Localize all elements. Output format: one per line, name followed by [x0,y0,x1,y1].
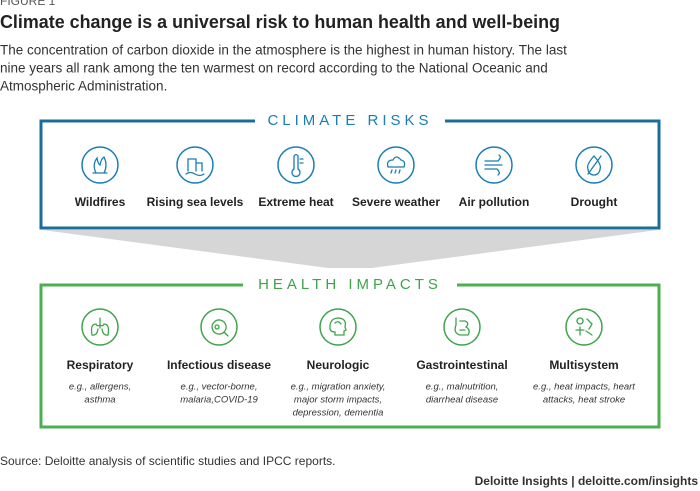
icon-glyph [291,153,304,178]
icon-glyph [586,155,602,176]
icon-glyph [484,154,503,176]
title: Climate change is a universal risk to hu… [0,11,560,32]
climate-risk-label: Wildfires [75,195,126,209]
health-impacts-heading: HEALTH IMPACTS [258,276,442,293]
health-impact-example: e.g., migration anxiety, [291,382,386,393]
health-impact-example: e.g., allergens, [69,382,131,393]
climate-risk-label: Rising sea levels [147,195,244,209]
health-impact-label: Neurologic [307,358,370,372]
funnel [42,230,658,268]
health-impact-example: e.g., vector-borne, [181,382,258,393]
health-impact-example: e.g., malnutrition, [426,382,499,393]
health-impact-label: Respiratory [67,358,134,372]
subtitle-line: nine years all rank among the ten warmes… [0,61,548,76]
climate-risk-label: Extreme heat [258,195,333,209]
source: Source: Deloitte analysis of scientific … [0,454,335,468]
health-impact-example: malaria,COVID-19 [180,395,258,406]
health-impact-example: attacks, heat stroke [543,395,625,406]
health-impact-example: major storm impacts, [294,395,382,406]
icon-circle [277,146,315,184]
climate-risks-heading: CLIMATE RISKS [267,112,432,129]
climate-risk-label: Air pollution [459,195,530,209]
icon-circle [377,146,415,184]
subtitle-line: The concentration of carbon dioxide in t… [0,43,567,58]
icon-circle [443,308,481,346]
icon-glyph [575,317,593,336]
figure-label: FIGURE 1 [0,0,56,8]
climate-risk-label: Drought [571,195,618,209]
icon-glyph [454,317,470,336]
icon-glyph [211,319,229,337]
icon-glyph [386,156,406,174]
health-impact-example: asthma [84,395,115,406]
icon-circle [319,308,357,346]
footer: Deloitte Insights | deloitte.com/insight… [475,474,699,488]
icon-glyph [90,317,110,336]
health-impact-example: e.g., heat impacts, heart [533,382,635,393]
health-impact-label: Infectious disease [167,358,271,372]
icon-circle [565,308,603,346]
health-impact-example: depression, dementia [293,408,384,419]
icon-glyph [329,317,347,336]
health-impact-label: Multisystem [549,358,618,372]
climate-risk-label: Severe weather [352,195,440,209]
heading-backdrop [255,112,445,130]
health-impact-example: diarrheal disease [426,395,498,406]
subtitle-line: Atmospheric Administration. [0,79,167,94]
icon-glyph [92,156,108,174]
health-impact-label: Gastrointestinal [416,358,507,372]
icon-circle [176,146,214,184]
heading-backdrop [243,276,457,294]
icon-glyph [185,158,205,177]
